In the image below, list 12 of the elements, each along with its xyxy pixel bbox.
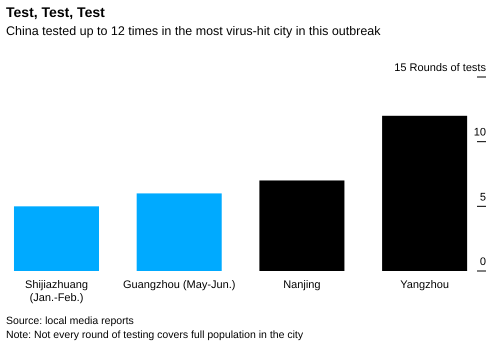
x-tick-label: Nanjing [283,279,321,291]
source-note: Source: local media reports [6,315,134,327]
y-tick-label: 15 Rounds of tests [394,62,486,74]
y-tick-label: 10 [474,126,486,139]
chart-title: Test, Test, Test [6,4,106,20]
y-tick-label: 0 [480,256,486,268]
x-tick-label: Guangzhou (May-Jun.) [122,279,236,291]
text: Note: Not every round of testing covers full population in the city [6,329,304,341]
x-tick-label: Shijiazhuang (Jan.-Feb.) [24,279,88,304]
chart-subtitle: China tested up to 12 times in the most virus-hit city in this outbreak [6,24,382,38]
x-tick-label: Yangzhou [400,279,449,291]
y-tick-label: 5 [480,191,486,204]
